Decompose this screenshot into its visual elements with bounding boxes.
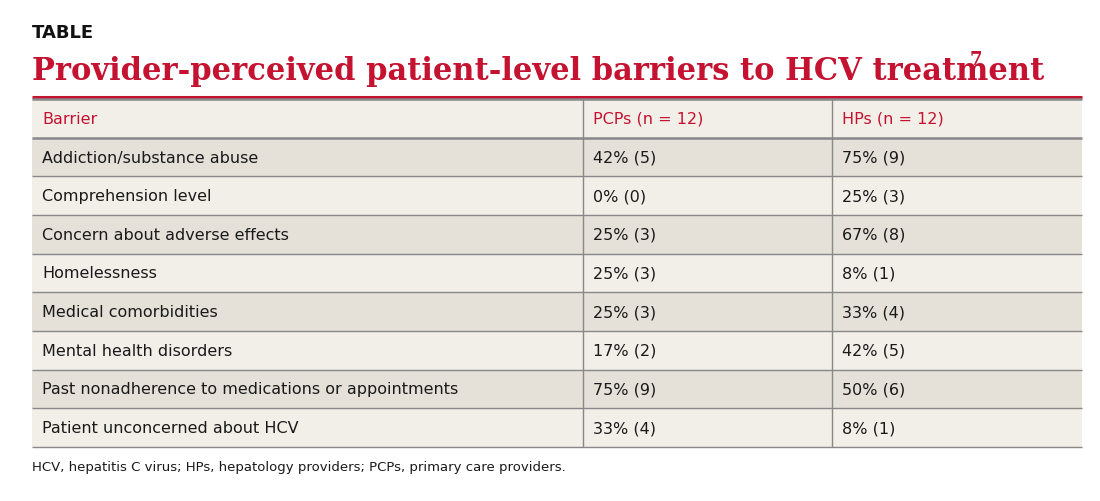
- Text: Medical comorbidities: Medical comorbidities: [42, 305, 218, 320]
- Bar: [32, 408, 1082, 447]
- Text: TABLE: TABLE: [32, 24, 95, 42]
- Text: 7: 7: [970, 51, 982, 69]
- Text: 42% (5): 42% (5): [593, 150, 657, 165]
- Bar: [32, 331, 1082, 370]
- Text: 8% (1): 8% (1): [843, 420, 895, 435]
- Text: Past nonadherence to medications or appointments: Past nonadherence to medications or appo…: [42, 382, 459, 397]
- Text: 50% (6): 50% (6): [843, 382, 905, 397]
- Bar: [32, 215, 1082, 254]
- Text: PCPs (n = 12): PCPs (n = 12): [593, 112, 704, 127]
- Text: 25% (3): 25% (3): [593, 227, 657, 242]
- Text: Provider-perceived patient-level barriers to HCV treatment: Provider-perceived patient-level barrier…: [32, 56, 1044, 87]
- Text: Homelessness: Homelessness: [42, 266, 157, 281]
- Text: Concern about adverse effects: Concern about adverse effects: [42, 227, 289, 242]
- Text: 17% (2): 17% (2): [593, 343, 657, 358]
- Text: Mental health disorders: Mental health disorders: [42, 343, 232, 358]
- Text: Comprehension level: Comprehension level: [42, 189, 211, 204]
- Text: HPs (n = 12): HPs (n = 12): [843, 112, 944, 127]
- Bar: [32, 177, 1082, 215]
- Text: 25% (3): 25% (3): [593, 266, 657, 281]
- Text: Patient unconcerned about HCV: Patient unconcerned about HCV: [42, 420, 298, 435]
- Text: 33% (4): 33% (4): [843, 305, 905, 320]
- Text: Barrier: Barrier: [42, 112, 97, 127]
- Text: Addiction/substance abuse: Addiction/substance abuse: [42, 150, 258, 165]
- Bar: [32, 293, 1082, 331]
- Text: 67% (8): 67% (8): [843, 227, 905, 242]
- Bar: [32, 370, 1082, 408]
- Text: 0% (0): 0% (0): [593, 189, 647, 204]
- Text: 25% (3): 25% (3): [843, 189, 905, 204]
- Text: 42% (5): 42% (5): [843, 343, 905, 358]
- Text: 75% (9): 75% (9): [593, 382, 657, 397]
- Text: 8% (1): 8% (1): [843, 266, 895, 281]
- Text: 25% (3): 25% (3): [593, 305, 657, 320]
- Bar: [32, 138, 1082, 177]
- Text: HCV, hepatitis C virus; HPs, hepatology providers; PCPs, primary care providers.: HCV, hepatitis C virus; HPs, hepatology …: [32, 460, 565, 473]
- Text: 33% (4): 33% (4): [593, 420, 657, 435]
- Bar: [32, 100, 1082, 138]
- Text: 75% (9): 75% (9): [843, 150, 905, 165]
- Bar: [32, 254, 1082, 293]
